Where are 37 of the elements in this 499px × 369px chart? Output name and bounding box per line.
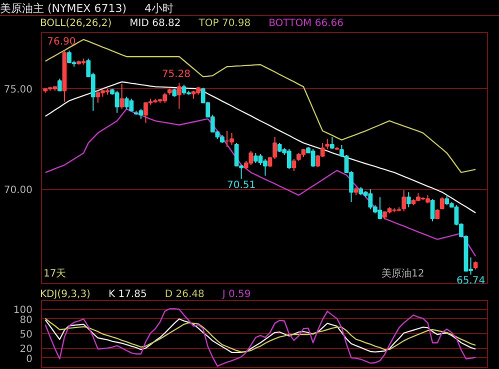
text: BOTTOM 66.66 [268, 18, 344, 29]
annotation: 17天 [44, 268, 66, 280]
line-series [44, 308, 476, 367]
y-tick-label: 0 [26, 354, 33, 365]
candlestick [230, 132, 234, 146]
candlestick [430, 198, 435, 222]
y-tick-label: 70.00 [4, 185, 33, 196]
legend-title: BOLL(26,26,2) [40, 18, 112, 29]
annotation: 75.28 [162, 69, 190, 80]
annotation: 70.51 [227, 180, 256, 191]
annotation: 美原油12 [382, 268, 424, 280]
candlestick [268, 156, 272, 168]
line-series [44, 38, 476, 174]
y-tick-label: 50 [20, 330, 33, 341]
candlestick [177, 82, 182, 110]
annotation: 76.90 [47, 36, 76, 48]
chart-subtitle: 4小时 [144, 2, 174, 15]
candlestick [402, 190, 406, 212]
candlestick [292, 158, 296, 172]
legend-title: KDJ(9,3,3) [40, 289, 90, 300]
y-tick-label: 75.00 [4, 84, 33, 96]
y-tick-label: 20 [20, 344, 33, 356]
candlestick [325, 138, 330, 150]
text: D 26.48 [164, 289, 204, 300]
y-tick-label: 100 [13, 305, 33, 316]
candlestick [406, 192, 411, 208]
y-tick-label: 80 [20, 314, 33, 326]
candlestick [330, 136, 334, 150]
candlestick [272, 136, 277, 160]
text: TOP 70.98 [198, 18, 251, 29]
text: MID 68.82 [130, 18, 181, 29]
candlestick [440, 196, 444, 210]
chart-title: 美原油主 (NYMEX 6713) [0, 2, 126, 15]
candlestick [120, 83, 124, 110]
annotation: 65.74 [456, 276, 486, 287]
text: K 17.85 [108, 289, 147, 300]
candlestick [57, 78, 62, 92]
